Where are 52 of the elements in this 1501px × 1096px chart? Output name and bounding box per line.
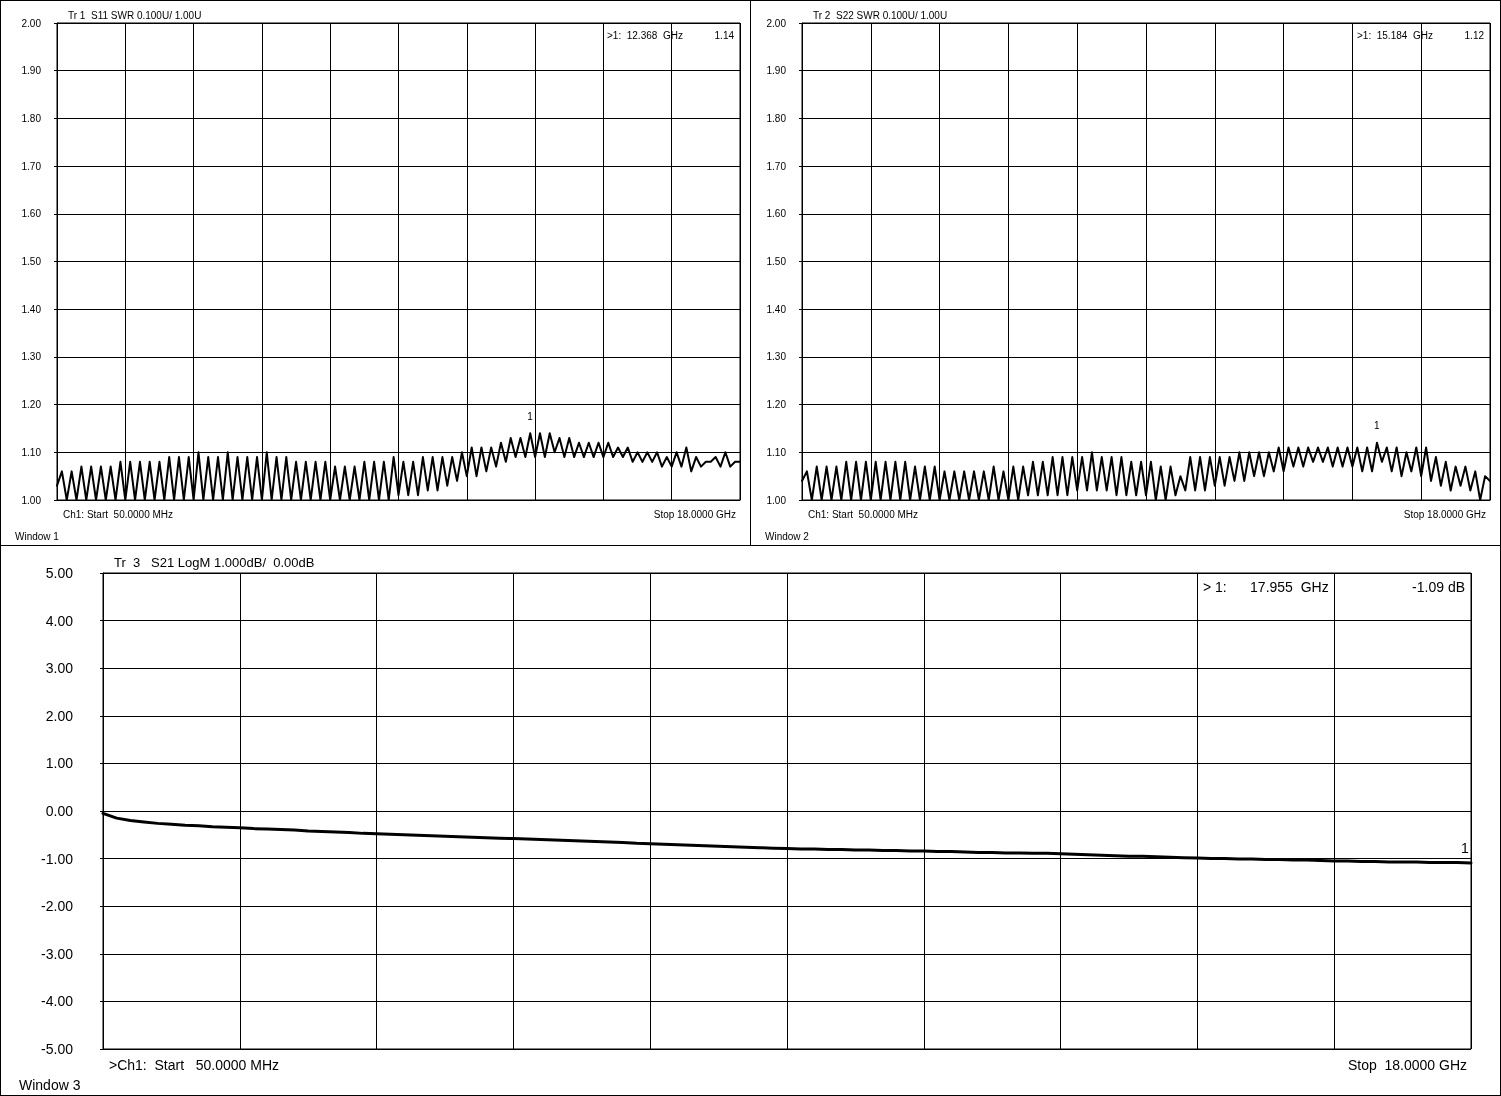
annotation: 1: [1373, 420, 1380, 432]
y-tick-label: 1.50: [21, 256, 42, 267]
y-tick-label: 1.00: [766, 494, 787, 506]
annotation: 1.12: [1464, 29, 1485, 41]
y-tick-label: -1.00: [41, 850, 74, 867]
text: Stop 18.0000 GHz: [653, 508, 737, 520]
annotation: 1.14: [714, 29, 735, 41]
y-tick-label: 1.20: [766, 399, 787, 411]
text: Stop 18.0000 GHz: [1403, 508, 1487, 520]
y-tick-label: 1.10: [766, 446, 787, 458]
y-tick-label: 4.00: [45, 612, 74, 629]
y-tick-label: 3.00: [45, 660, 74, 677]
y-tick-label: 1.40: [766, 303, 787, 315]
y-tick-label: 1.10: [21, 446, 42, 458]
y-tick-label: 1.60: [766, 208, 787, 220]
y-tick-label: -3.00: [41, 945, 74, 962]
y-tick-label: 0.00: [45, 803, 74, 819]
text: Window 1: [15, 530, 60, 542]
text: Stop 18.0000 GHz: [1347, 1057, 1467, 1073]
y-tick-label: 2.00: [766, 17, 787, 29]
y-tick-label: 1.40: [21, 303, 42, 315]
y-tick-label: 2.00: [45, 707, 74, 724]
chart-title: Tr 1 S11 SWR 0.100U/ 1.00U: [68, 9, 202, 21]
chart-title: Tr 3 S21 LogM 1.000dB/ 0.00dB: [114, 555, 315, 570]
y-tick-label: 1.70: [766, 160, 787, 172]
y-tick-label: 1.60: [21, 208, 42, 220]
y-tick-label: 5.00: [45, 565, 74, 581]
y-tick-label: 1.20: [21, 399, 42, 411]
text: Window 3: [19, 1077, 81, 1093]
annotation: 1: [527, 410, 534, 422]
annotation: > 1: 17.955 GHz: [1203, 579, 1329, 595]
y-tick-label: 1.50: [766, 256, 787, 267]
y-tick-label: -2.00: [41, 898, 74, 915]
y-tick-label: -4.00: [41, 993, 74, 1010]
y-tick-label: 1.00: [21, 494, 42, 506]
text: Ch1: Start 50.0000 MHz: [808, 508, 919, 520]
y-tick-label: 1.80: [21, 112, 42, 124]
y-tick-label: 1.90: [21, 65, 42, 77]
chart-title: Tr 2 S22 SWR 0.100U/ 1.00U: [813, 9, 948, 21]
y-tick-label: 1.70: [21, 160, 42, 172]
y-tick-label: -5.00: [41, 1041, 74, 1057]
y-tick-label: 1.00: [45, 755, 74, 772]
y-tick-label: 1.90: [766, 65, 787, 77]
y-tick-label: 1.80: [766, 112, 787, 124]
y-tick-label: 2.00: [21, 17, 42, 29]
y-tick-label: 1.30: [21, 351, 42, 363]
annotation: -1.09 dB: [1412, 579, 1466, 595]
text: >Ch1: Start 50.0000 MHz: [109, 1057, 280, 1073]
text: Window 2: [765, 530, 810, 542]
y-tick-label: 1.30: [766, 351, 787, 363]
annotation: 1: [1461, 839, 1469, 856]
text: Ch1: Start 50.0000 MHz: [63, 508, 174, 520]
